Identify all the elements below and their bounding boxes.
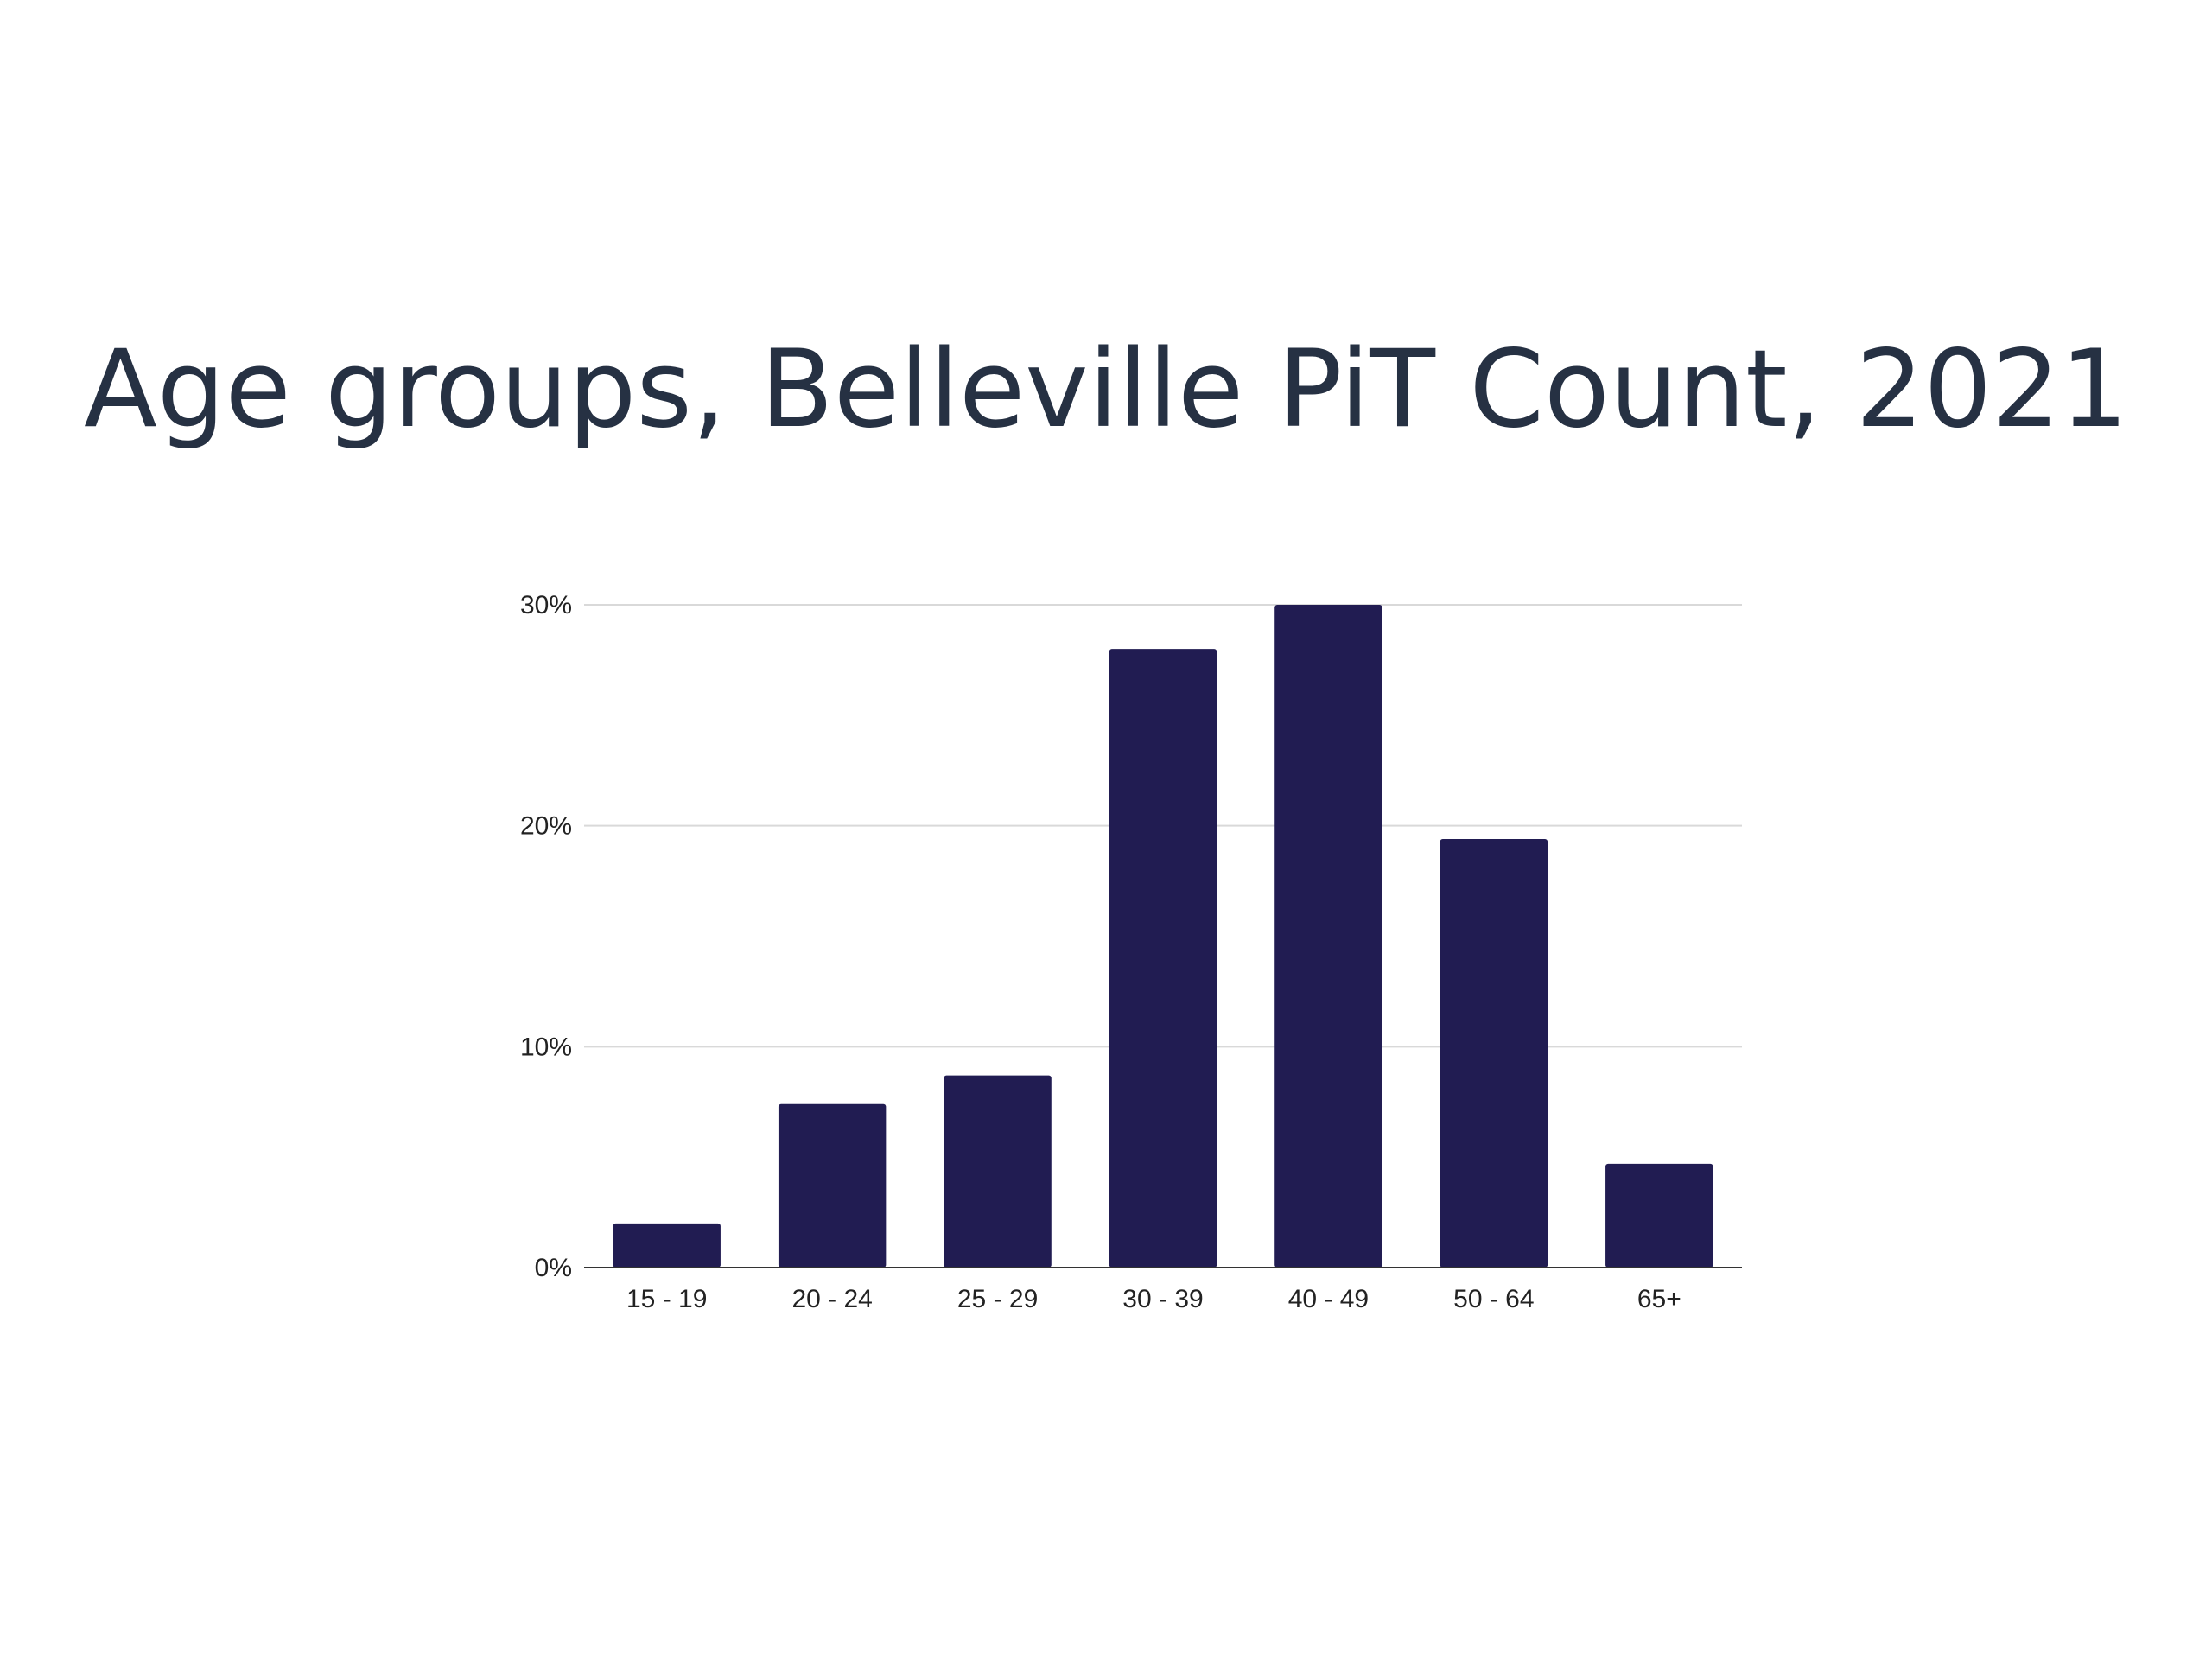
x-axis-tick-labels: 15 - 19 20 - 24 25 - 29 30 - 39 40 - 49 50 - … [626,1285,1681,1313]
y-tick-label: 20% [520,812,572,841]
x-tick-label: 65+ [1637,1285,1681,1313]
y-axis-tick-labels: 0% 10% 20% 30% [520,591,572,1282]
x-tick-label: 25 - 29 [957,1285,1038,1313]
bar [1440,839,1548,1268]
x-tick-label: 50 - 64 [1453,1285,1534,1313]
y-tick-label: 10% [520,1033,572,1061]
x-tick-label: 15 - 19 [626,1285,707,1313]
bar [1274,605,1382,1268]
bar [1109,649,1217,1268]
y-tick-label: 0% [535,1254,572,1282]
x-tick-label: 30 - 39 [1122,1285,1203,1313]
slide-title: Age groups, Belleville PiT Count, 2021 [83,327,2129,452]
bar [778,1103,887,1268]
x-tick-label: 20 - 24 [791,1285,872,1313]
bars [613,605,1713,1268]
x-tick-label: 40 - 49 [1288,1285,1369,1313]
y-tick-label: 30% [520,591,572,620]
bar [1605,1163,1713,1268]
bar [613,1223,721,1268]
bar [944,1075,1052,1268]
